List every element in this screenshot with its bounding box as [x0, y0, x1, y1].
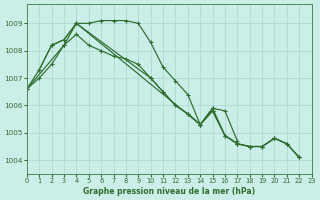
X-axis label: Graphe pression niveau de la mer (hPa): Graphe pression niveau de la mer (hPa) — [83, 187, 255, 196]
